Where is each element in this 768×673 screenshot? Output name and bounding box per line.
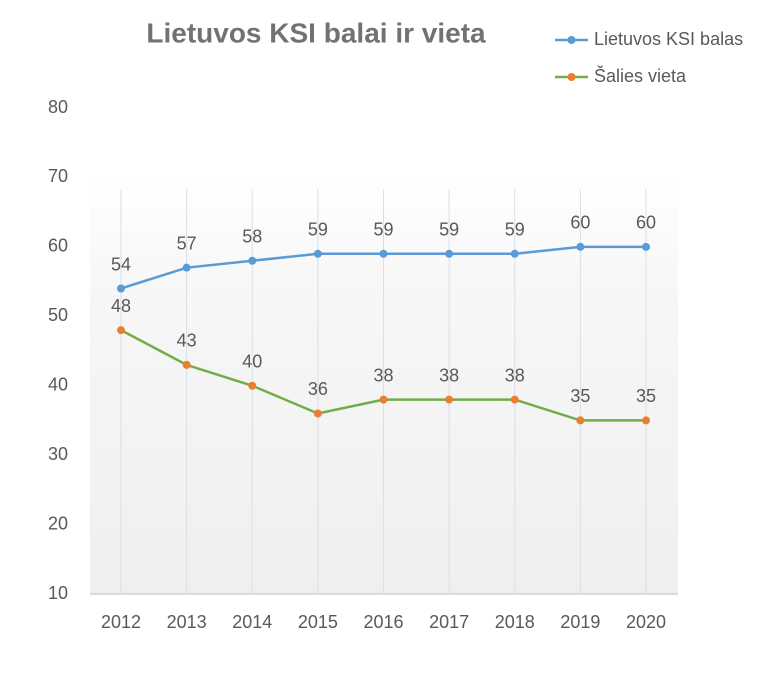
- y-tick-label: 40: [48, 374, 68, 394]
- data-point: [379, 249, 388, 258]
- data-point: [445, 249, 454, 258]
- data-point: [510, 249, 519, 258]
- data-label: 35: [570, 386, 590, 406]
- data-point: [445, 395, 454, 404]
- data-point: [182, 360, 191, 369]
- data-label: 38: [505, 365, 525, 385]
- data-point: [642, 242, 650, 251]
- data-label: 40: [242, 351, 262, 371]
- y-tick-label: 80: [48, 97, 68, 117]
- y-tick-label: 60: [48, 236, 68, 256]
- x-tick-label: 2018: [495, 612, 535, 632]
- data-point: [576, 416, 585, 425]
- data-point: [117, 326, 125, 335]
- legend-label: Lietuvos KSI balas: [594, 29, 743, 49]
- y-tick-label: 50: [48, 305, 68, 325]
- data-point: [248, 381, 257, 390]
- data-point: [379, 395, 388, 404]
- x-tick-label: 2015: [298, 612, 338, 632]
- data-point: [313, 249, 322, 258]
- data-label: 57: [177, 233, 197, 253]
- data-label: 38: [373, 365, 393, 385]
- data-label: 60: [570, 213, 590, 233]
- y-tick-label: 30: [48, 444, 68, 464]
- data-point: [117, 284, 125, 293]
- data-label: 58: [242, 226, 262, 246]
- data-point: [182, 263, 191, 272]
- data-label: 59: [308, 220, 328, 240]
- data-label: 36: [308, 379, 328, 399]
- x-tick-label: 2019: [560, 612, 600, 632]
- x-tick-label: 2013: [167, 612, 207, 632]
- chart-title: Lietuvos KSI balai ir vieta: [146, 17, 486, 48]
- legend-label: Šalies vieta: [594, 65, 687, 86]
- data-label: 38: [439, 365, 459, 385]
- data-point: [248, 256, 257, 265]
- data-label: 43: [177, 331, 197, 351]
- y-tick-label: 10: [48, 583, 68, 603]
- x-tick-label: 2014: [232, 612, 272, 632]
- x-tick-label: 2017: [429, 612, 469, 632]
- data-label: 59: [439, 220, 459, 240]
- legend-marker: [567, 73, 576, 81]
- data-label: 59: [373, 220, 393, 240]
- data-point: [313, 409, 322, 418]
- data-label: 59: [505, 220, 525, 240]
- data-label: 54: [111, 254, 131, 274]
- data-point: [510, 395, 519, 404]
- x-tick-label: 2020: [626, 612, 666, 632]
- data-point: [576, 242, 585, 251]
- x-tick-label: 2016: [363, 612, 403, 632]
- data-point: [642, 416, 650, 425]
- data-label: 48: [111, 296, 131, 316]
- y-tick-label: 70: [48, 166, 68, 186]
- data-label: 35: [636, 386, 656, 406]
- x-tick-label: 2012: [101, 612, 141, 632]
- legend-marker: [567, 36, 576, 44]
- data-label: 60: [636, 213, 656, 233]
- y-tick-label: 20: [48, 513, 68, 533]
